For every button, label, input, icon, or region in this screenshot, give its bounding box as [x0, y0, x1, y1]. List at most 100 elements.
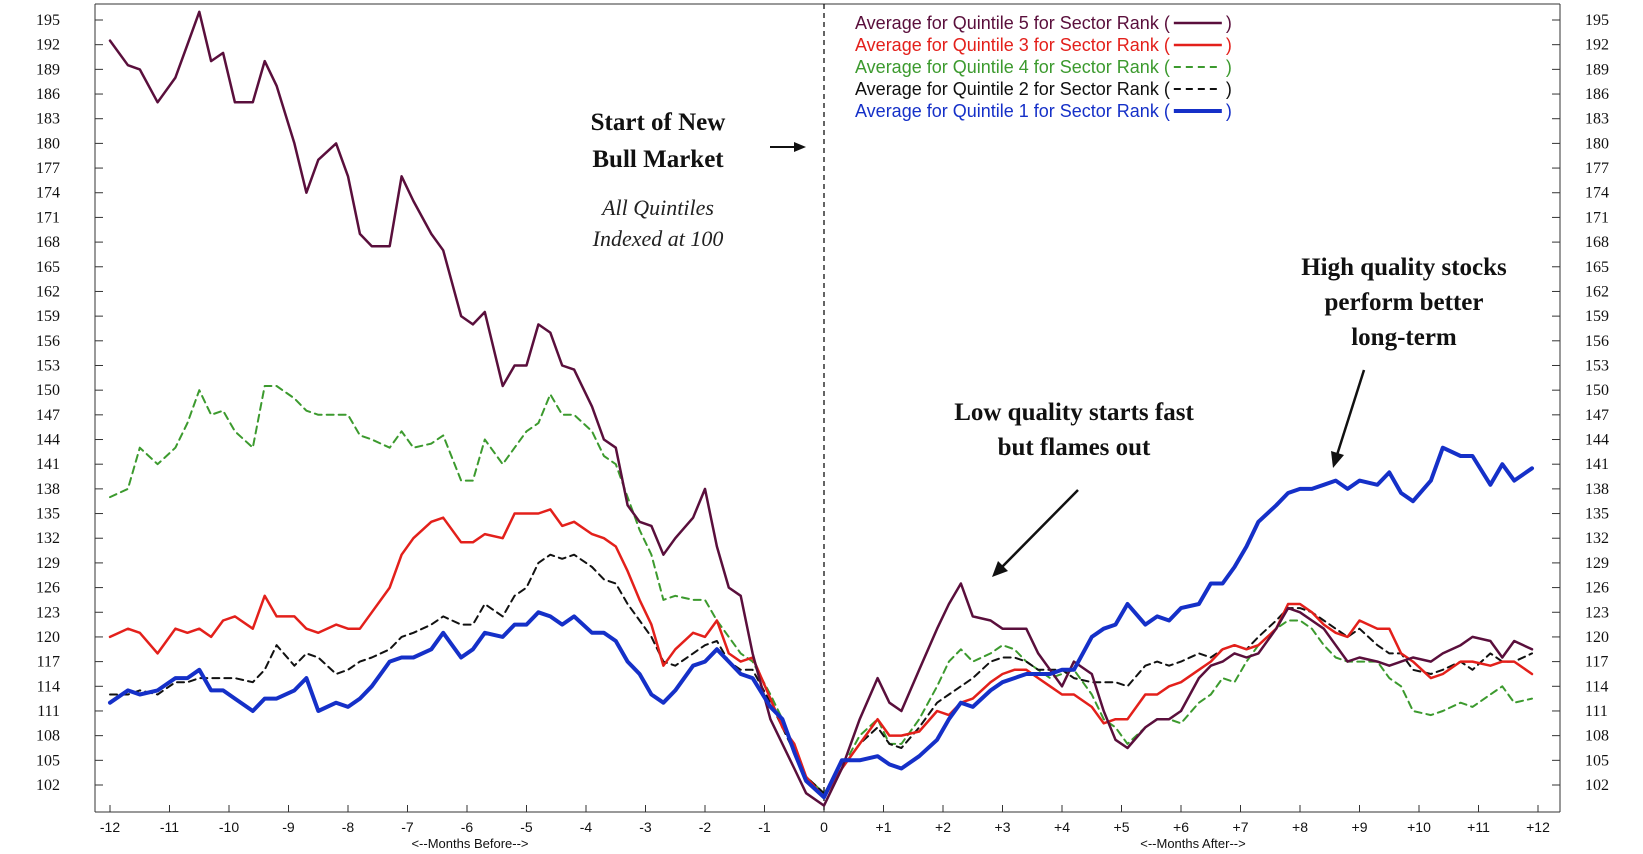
indexed-line2: Indexed at 100 — [592, 226, 724, 251]
annotation-high-quality: High quality stocks perform better long-… — [1301, 254, 1507, 468]
y-tick-label-right: 153 — [1585, 357, 1609, 374]
high-quality-line3: long-term — [1351, 324, 1457, 351]
legend-label: Average for Quintile 4 for Sector Rank ( — [855, 57, 1170, 77]
y-tick-label-left: 144 — [36, 432, 60, 449]
y-tick-label-left: 141 — [36, 456, 60, 473]
high-quality-arrow — [1331, 369, 1366, 468]
y-tick-label-right: 117 — [1585, 654, 1608, 671]
x-tick-label: +1 — [876, 819, 892, 835]
y-tick-label-right: 126 — [1585, 580, 1609, 597]
annotation-bull-market: Start of New Bull Market All Quintiles I… — [591, 109, 806, 251]
legend-close-paren: ) — [1226, 57, 1232, 77]
y-tick-label-left: 108 — [36, 728, 60, 745]
y-tick-label-right: 150 — [1585, 382, 1609, 399]
y-tick-label-left: 177 — [36, 160, 60, 177]
y-tick-label-left: 168 — [36, 234, 60, 251]
x-tick-label: +12 — [1526, 819, 1550, 835]
y-tick-label-right: 114 — [1585, 678, 1608, 695]
y-tick-label-left: 150 — [36, 382, 60, 399]
y-tick-label-right: 162 — [1585, 283, 1609, 300]
y-tick-label-left: 129 — [36, 555, 60, 572]
x-tick-label: +11 — [1467, 819, 1490, 835]
y-tick-label-right: 108 — [1585, 728, 1609, 745]
legend-label: Average for Quintile 3 for Sector Rank ( — [855, 35, 1170, 55]
x-tick-label: +2 — [935, 819, 951, 835]
y-tick-label-right: 129 — [1585, 555, 1609, 572]
y-tick-label-left: 180 — [36, 135, 60, 152]
y-tick-label-left: 114 — [37, 678, 60, 695]
series-line-quintile-4 — [109, 385, 1533, 795]
x-tick-label: -6 — [461, 819, 474, 835]
y-tick-label-right: 144 — [1585, 432, 1609, 449]
indexed-line1: All Quintiles — [600, 195, 714, 220]
y-tick-label-left: 183 — [36, 111, 60, 128]
annotation-low-quality: Low quality starts fast but flames out — [954, 399, 1194, 577]
y-tick-label-right: 132 — [1585, 530, 1609, 547]
y-tick-label-left: 186 — [36, 86, 60, 103]
y-tick-label-left: 189 — [36, 61, 60, 78]
legend: Average for Quintile 5 for Sector Rank (… — [855, 13, 1232, 121]
x-caption-after: <--Months After--> — [1140, 836, 1245, 851]
bull-market-arrow — [770, 142, 806, 152]
y-tick-label-left: 132 — [36, 530, 60, 547]
legend-close-paren: ) — [1226, 13, 1232, 33]
y-tick-label-right: 102 — [1585, 777, 1609, 794]
y-tick-label-right: 186 — [1585, 86, 1609, 103]
x-axis: -12 -11 -10 -9 -8 -7 -6 -5 -4 -3 -2 -1 0 +1 +2 +3 +4 +5 +6… — [100, 805, 1550, 835]
plot-frame — [94, 3, 1561, 813]
x-tick-label: -8 — [342, 819, 355, 835]
y-tick-label-right: 180 — [1585, 135, 1609, 152]
x-tick-label: 0 — [820, 819, 828, 835]
series-line-quintile-3 — [108, 508, 1534, 799]
y-tick-label-left: 156 — [36, 333, 60, 350]
x-tick-label: +6 — [1173, 819, 1189, 835]
x-tick-label: +5 — [1114, 819, 1130, 835]
y-tick-label-left: 138 — [36, 481, 60, 498]
y-tick-label-right: 177 — [1585, 160, 1609, 177]
x-tick-label: +10 — [1407, 819, 1431, 835]
y-tick-label-left: 123 — [36, 604, 60, 621]
x-tick-label: -11 — [160, 819, 179, 835]
y-tick-label-right: 192 — [1585, 37, 1609, 54]
y-tick-label-right: 156 — [1585, 333, 1609, 350]
y-tick-label-right: 165 — [1585, 259, 1609, 276]
legend-label: Average for Quintile 5 for Sector Rank ( — [855, 13, 1170, 33]
legend-close-paren: ) — [1226, 101, 1232, 121]
x-tick-label: +7 — [1233, 819, 1249, 835]
x-tick-label: +3 — [995, 819, 1011, 835]
low-quality-line1: Low quality starts fast — [954, 399, 1194, 426]
x-tick-label: -5 — [520, 819, 533, 835]
y-tick-label-right: 135 — [1585, 506, 1609, 523]
y-tick-label-left: 162 — [36, 283, 60, 300]
y-tick-label-left: 117 — [37, 654, 60, 671]
y-tick-label-left: 174 — [36, 185, 60, 202]
x-tick-label: -10 — [219, 819, 239, 835]
series-line-quintile-1 — [108, 445, 1534, 800]
y-tick-label-left: 159 — [36, 308, 60, 325]
y-tick-label-right: 111 — [1585, 703, 1608, 720]
x-tick-label: -9 — [282, 819, 295, 835]
y-tick-label-right: 147 — [1585, 407, 1609, 424]
x-tick-label: +9 — [1352, 819, 1368, 835]
y-tick-label-left: 102 — [36, 777, 60, 794]
y-tick-label-right: 120 — [1585, 629, 1609, 646]
legend-label: Average for Quintile 2 for Sector Rank ( — [855, 79, 1170, 99]
x-tick-label: -12 — [100, 819, 120, 835]
y-axis-left: 102 105 108 111 114 117 120 123 126 129 132 135 138 1… — [36, 12, 103, 794]
high-quality-line1: High quality stocks — [1301, 254, 1507, 281]
y-tick-label-right: 123 — [1585, 604, 1609, 621]
y-tick-label-left: 171 — [36, 209, 60, 226]
y-tick-label-right: 168 — [1585, 234, 1609, 251]
y-tick-label-right: 141 — [1585, 456, 1609, 473]
y-tick-label-right: 105 — [1585, 752, 1609, 769]
x-tick-label: +8 — [1292, 819, 1308, 835]
x-tick-label: +4 — [1054, 819, 1070, 835]
y-tick-label-right: 174 — [1585, 185, 1609, 202]
y-tick-label-left: 135 — [36, 506, 60, 523]
y-tick-label-right: 138 — [1585, 481, 1609, 498]
x-tick-label: -3 — [639, 819, 652, 835]
legend-close-paren: ) — [1226, 35, 1232, 55]
y-tick-label-left: 192 — [36, 37, 60, 54]
y-tick-label-left: 165 — [36, 259, 60, 276]
